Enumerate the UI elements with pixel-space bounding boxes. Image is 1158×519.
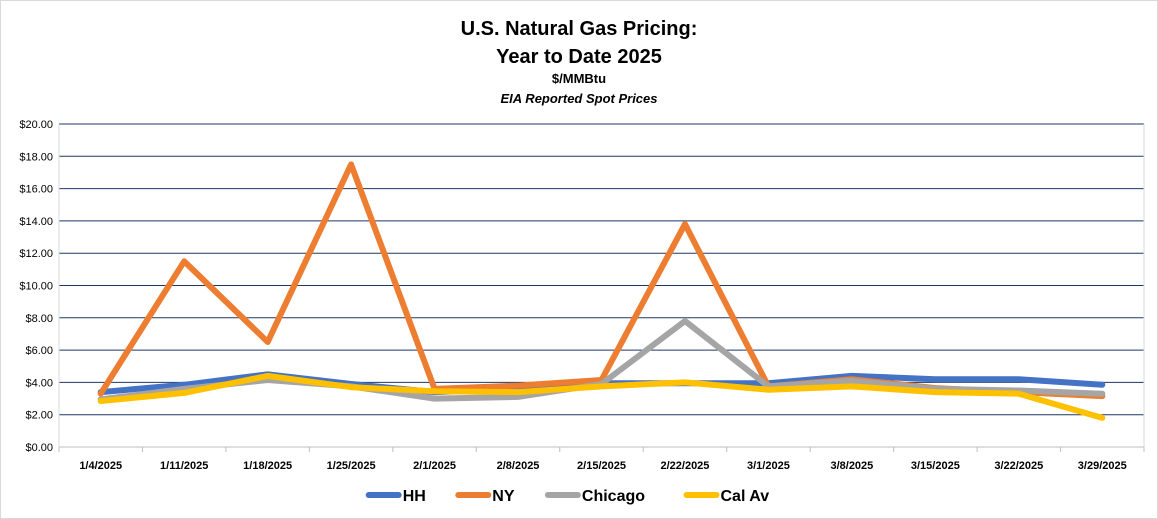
y-tick-label: $0.00 (25, 442, 53, 454)
x-tick-label: 1/11/2025 (160, 460, 208, 472)
x-tick-label: 3/8/2025 (830, 460, 873, 472)
x-tick-label: 2/15/2025 (577, 460, 626, 472)
y-tick-label: $6.00 (25, 345, 53, 357)
x-tick-label: 3/15/2025 (911, 460, 960, 472)
x-tick-label: 3/22/2025 (994, 460, 1043, 472)
x-tick-label: 2/1/2025 (413, 460, 456, 472)
x-tick-label: 2/22/2025 (660, 460, 709, 472)
legend-label: Cal Av (721, 488, 770, 505)
y-tick-label: $8.00 (25, 313, 53, 325)
chart-title-line-2: Year to Date 2025 (496, 46, 662, 68)
chart-titles: U.S. Natural Gas Pricing: Year to Date 2… (461, 18, 698, 106)
y-tick-label: $10.00 (19, 281, 53, 293)
legend-label: Chicago (582, 488, 645, 505)
gridlines (58, 123, 1145, 448)
y-tick-label: $2.00 (25, 410, 53, 422)
x-tick-label: 2/8/2025 (497, 460, 540, 472)
x-tick-label: 3/1/2025 (747, 460, 790, 472)
legend-item-hh: HH (365, 488, 426, 505)
x-tick-label: 1/25/2025 (327, 460, 376, 472)
y-tick-label: $4.00 (25, 377, 53, 389)
plot-area (97, 161, 1106, 421)
legend-label: NY (492, 488, 515, 505)
legend: HH NY Chicago Cal Av (365, 488, 770, 505)
y-tick-label: $20.00 (19, 119, 53, 131)
series-line-ny (97, 161, 1106, 400)
legend-label: HH (403, 488, 426, 505)
legend-item-ny: NY (455, 488, 515, 505)
legend-item-chicago: Chicago (544, 488, 645, 505)
y-tick-label: $14.00 (19, 216, 53, 228)
x-tick-label: 1/18/2025 (243, 460, 292, 472)
x-axis: 1/4/2025 1/11/2025 1/18/2025 1/25/2025 2/1/2… (58, 447, 1145, 472)
series-line-cal-av (97, 372, 1106, 421)
x-tick-label: 1/4/2025 (79, 460, 122, 472)
y-tick-label: $18.00 (19, 151, 53, 163)
chart-subtitle: $/MMBtu (552, 71, 606, 86)
legend-item-cal-av: Cal Av (683, 488, 770, 505)
x-tick-label: 3/29/2025 (1078, 460, 1127, 472)
y-tick-label: $12.00 (19, 248, 53, 260)
y-axis: $0.00 $2.00 $4.00 $6.00 $8.00 $10.00 $12.00 $14… (19, 119, 53, 454)
chart-subtitle-2: EIA Reported Spot Prices (501, 91, 658, 106)
chart-title: U.S. Natural Gas Pricing: (461, 18, 698, 40)
y-tick-label: $16.00 (19, 184, 53, 196)
